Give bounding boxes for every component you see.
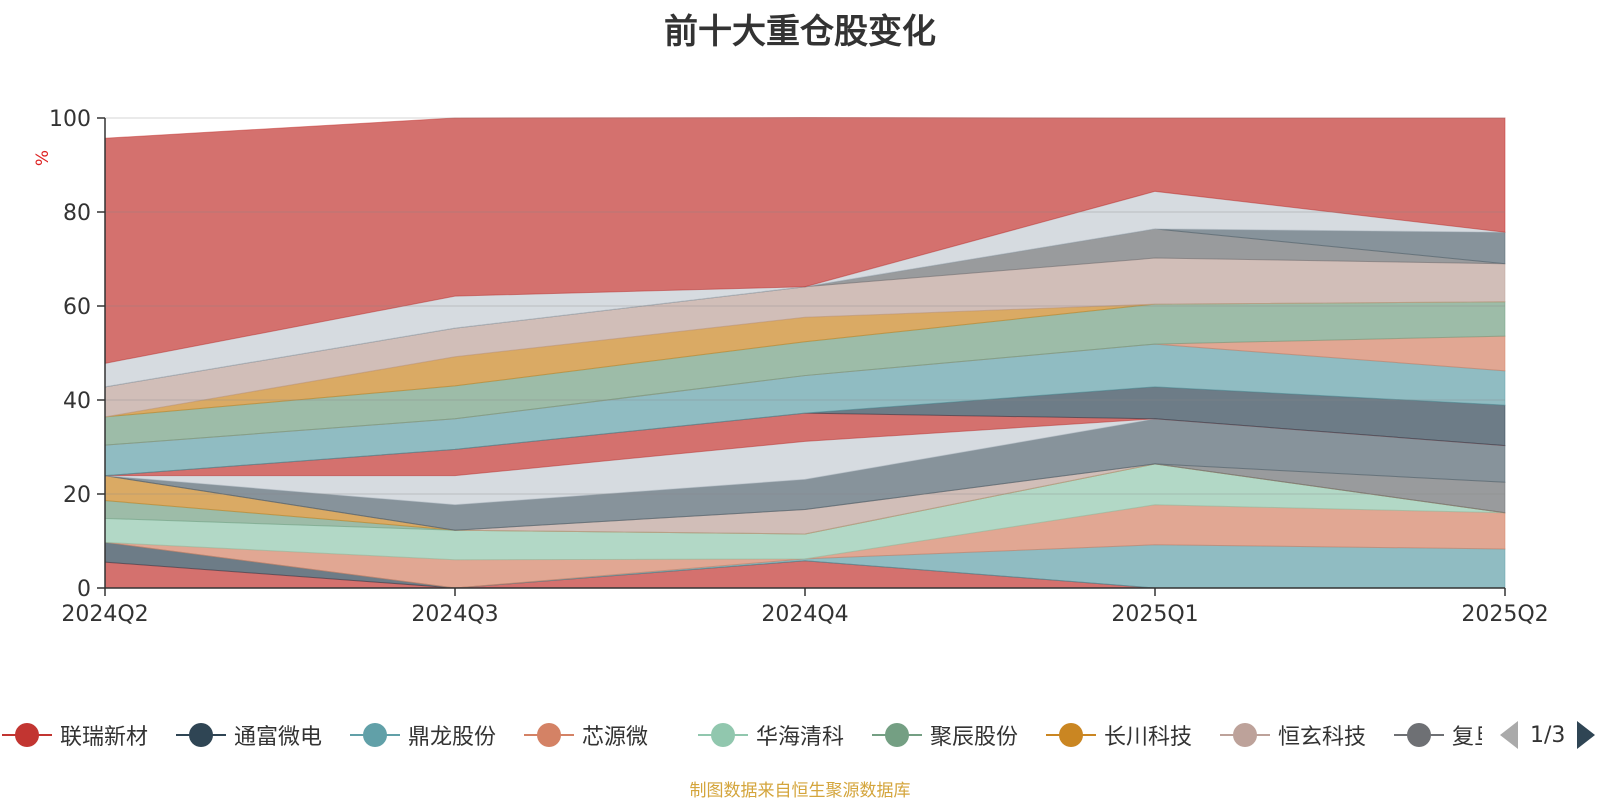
legend-label: 联瑞新材 <box>60 725 149 750</box>
legend-item[interactable]: 华海清科 <box>698 715 844 755</box>
legend-pager: 1/3 <box>1500 715 1596 755</box>
legend-item[interactable]: 复旦微电 <box>1394 715 1482 755</box>
axes: 0 20 40 60 80 100 2024Q2 2024Q3 2024Q4 2025Q1 2025… <box>33 107 1549 627</box>
legend-item[interactable]: 聚辰股份 <box>872 715 1018 755</box>
legend-label: 长川科技 <box>1104 725 1193 750</box>
legend-item[interactable]: 联瑞新材 <box>2 715 148 755</box>
legend-item[interactable]: 长川科技 <box>1046 715 1192 755</box>
legend-item[interactable]: 恒玄科技 <box>1220 715 1366 755</box>
legend-marker-icon <box>1394 723 1444 747</box>
x-tick-label: 2025Q1 <box>1111 602 1198 627</box>
y-tick-label: 40 <box>63 389 91 414</box>
y-axis-label: % <box>33 150 53 166</box>
x-tick-label: 2024Q4 <box>761 602 848 627</box>
legend-label: 聚辰股份 <box>930 725 1019 750</box>
legend-marker-icon <box>698 723 748 747</box>
legend-marker-icon <box>524 723 574 747</box>
legend-label: 华海清科 <box>756 725 845 750</box>
legend-label: 鼎龙股份 <box>408 725 497 750</box>
y-tick-label: 20 <box>63 483 91 508</box>
legend-label: 复旦微电 <box>1452 725 1482 750</box>
legend-marker-icon <box>2 723 52 747</box>
legend-label: 恒玄科技 <box>1278 725 1367 750</box>
area-series-22 <box>104 117 1506 364</box>
legend-items: 联瑞新材 通富微电 鼎龙股份 芯源微 华海清科 聚辰股份 长川科技 恒玄科技 复旦微电 <box>0 715 1482 755</box>
legend-marker-icon <box>1046 723 1096 747</box>
legend-label: 芯源微 <box>582 725 649 750</box>
legend-marker-icon <box>176 723 226 747</box>
legend-marker-icon <box>1220 723 1270 747</box>
y-tick-label: 80 <box>63 201 91 226</box>
legend-item[interactable]: 鼎龙股份 <box>350 715 496 755</box>
x-tick-label: 2025Q2 <box>1461 602 1548 627</box>
legend-item[interactable]: 通富微电 <box>176 715 322 755</box>
chart-title: 前十大重仓股变化 <box>664 12 936 52</box>
y-tick-label: 0 <box>77 577 91 602</box>
y-tick-label: 60 <box>63 295 91 320</box>
x-tick-label: 2024Q2 <box>61 602 148 627</box>
legend-next-arrow-icon[interactable] <box>1577 721 1596 749</box>
y-tick-label: 100 <box>49 107 91 132</box>
legend-marker-icon <box>350 723 400 747</box>
legend-page-indicator: 1/3 <box>1530 722 1566 748</box>
legend-prev-arrow-icon[interactable] <box>1500 721 1518 749</box>
area-layers <box>104 117 1506 589</box>
x-tick-label: 2024Q3 <box>411 602 498 627</box>
legend-marker-icon <box>872 723 922 747</box>
source-note: 制图数据来自恒生聚源数据库 <box>689 781 911 801</box>
grid-lines <box>105 117 1505 495</box>
legend-item[interactable]: 芯源微 <box>524 715 648 755</box>
legend: 联瑞新材 通富微电 鼎龙股份 芯源微 华海清科 聚辰股份 长川科技 恒玄科技 复旦微电 1/3 <box>0 715 1600 755</box>
legend-label: 通富微电 <box>234 725 323 750</box>
